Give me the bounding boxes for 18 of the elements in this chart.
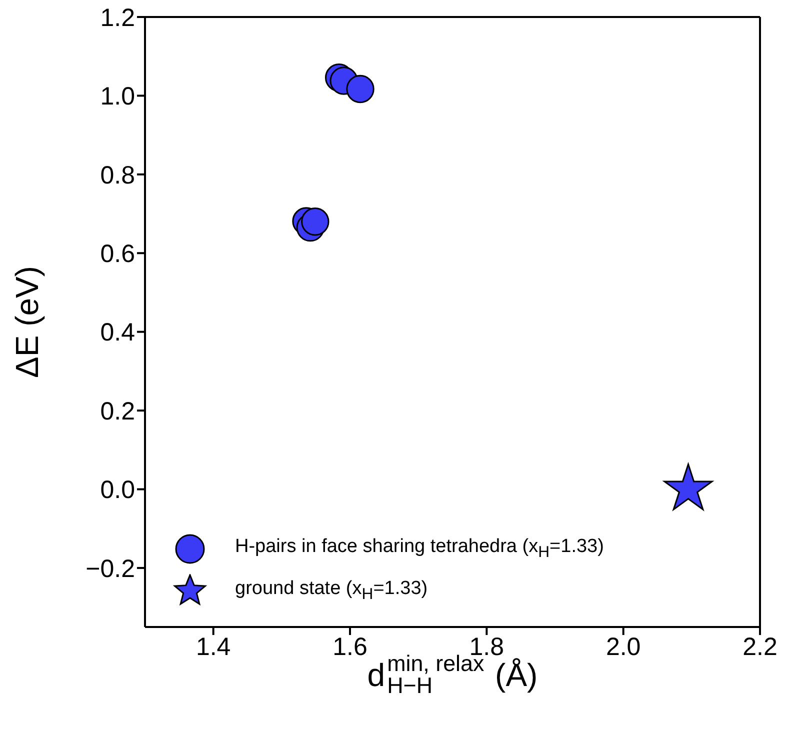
- y-tick-label: 0.6: [100, 240, 135, 268]
- y-axis-title: ΔE (eV): [9, 266, 45, 378]
- y-tick-label: 0.2: [100, 397, 135, 426]
- point: [301, 208, 330, 236]
- x-tick-label: 2.2: [742, 632, 778, 661]
- point: [664, 464, 713, 510]
- x-tick-label: 1.6: [332, 632, 368, 661]
- y-tick-label: 0.4: [100, 318, 136, 347]
- y-tick-label: 0.0: [100, 476, 135, 504]
- legend-label: ground state (x$_{H}$=1.33): [235, 578, 428, 604]
- legend-label: H-pairs in face sharing tetrahedra (x$_{H}$=1.33): [235, 536, 604, 562]
- y-tick-label: −0.2: [86, 554, 135, 583]
- y-tick-label: 0.8: [100, 161, 135, 190]
- x-tick-label: 1.4: [196, 632, 231, 661]
- y-tick-label: 1.2: [100, 4, 135, 32]
- point: [346, 74, 374, 104]
- y-tick-label: 1.0: [100, 82, 135, 111]
- x-tick-label: 2.0: [606, 632, 641, 661]
